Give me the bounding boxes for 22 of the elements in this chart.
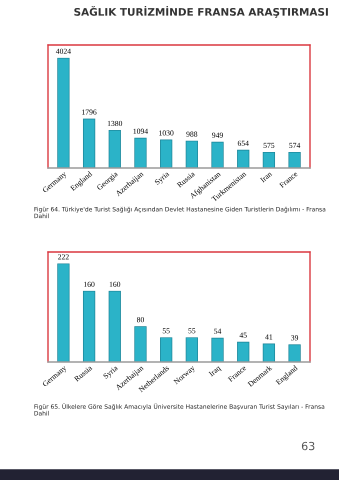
bar xyxy=(82,290,96,362)
bar xyxy=(108,130,121,168)
bar xyxy=(134,138,147,168)
bar xyxy=(186,140,198,168)
bar xyxy=(160,140,172,168)
bar xyxy=(57,58,70,168)
bar xyxy=(237,150,250,168)
bar xyxy=(237,342,250,362)
bar xyxy=(186,337,198,362)
bar xyxy=(211,338,224,362)
bar xyxy=(160,337,172,362)
bar xyxy=(262,152,276,168)
text: SAĞLIK TURİZMİNDE FRANSA ARAŞTIRMASI xyxy=(74,6,328,18)
bar xyxy=(288,344,301,362)
bar xyxy=(134,326,147,362)
bar xyxy=(108,290,121,362)
bar xyxy=(82,118,96,168)
bar xyxy=(262,344,276,362)
bar xyxy=(288,152,301,168)
bar xyxy=(57,263,70,362)
bar xyxy=(211,142,224,168)
text: 63 xyxy=(302,442,314,450)
